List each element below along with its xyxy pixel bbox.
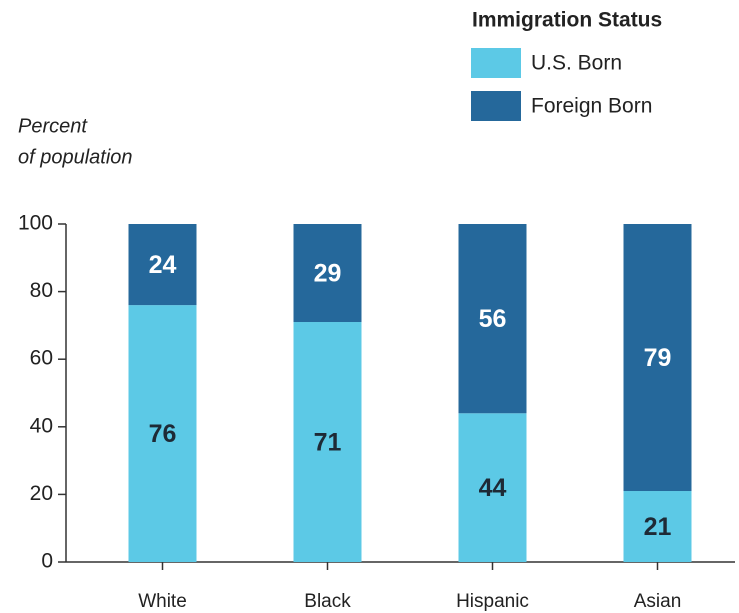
bar-segment [293, 322, 362, 562]
y-tick-label: 60 [30, 347, 53, 370]
data-label: 44 [479, 474, 507, 502]
data-label: 24 [149, 251, 177, 279]
bar-segment [458, 224, 527, 414]
data-label: 71 [314, 429, 342, 457]
legend-swatch [471, 48, 521, 78]
y-tick-label: 40 [30, 414, 53, 437]
y-tick-label: 100 [18, 212, 53, 235]
data-label: 56 [479, 305, 507, 333]
legend-swatch [471, 91, 521, 121]
bar-segment [623, 491, 692, 562]
x-tick-label: Hispanic [456, 591, 529, 612]
data-label: 29 [314, 260, 342, 288]
bar-segment [623, 224, 692, 492]
x-tick-label: White [138, 591, 187, 612]
bar-segment [293, 224, 362, 323]
y-axis-label: of population [18, 146, 133, 168]
x-tick-label: Black [304, 591, 351, 612]
y-tick-label: 20 [30, 482, 53, 505]
data-label: 21 [644, 513, 672, 541]
legend-title: Immigration Status [472, 9, 662, 32]
legend-label: U.S. Born [531, 52, 622, 75]
y-tick-label: 0 [41, 550, 53, 573]
y-tick-label: 80 [30, 279, 53, 302]
data-label: 76 [149, 420, 177, 448]
bar-segment [128, 305, 197, 562]
data-label: 79 [644, 344, 672, 372]
legend-label: Foreign Born [531, 95, 652, 118]
bar-segment [128, 224, 197, 306]
y-axis-label: Percent [18, 115, 88, 137]
bar-segment [458, 413, 527, 562]
x-tick-label: Asian [634, 591, 682, 612]
